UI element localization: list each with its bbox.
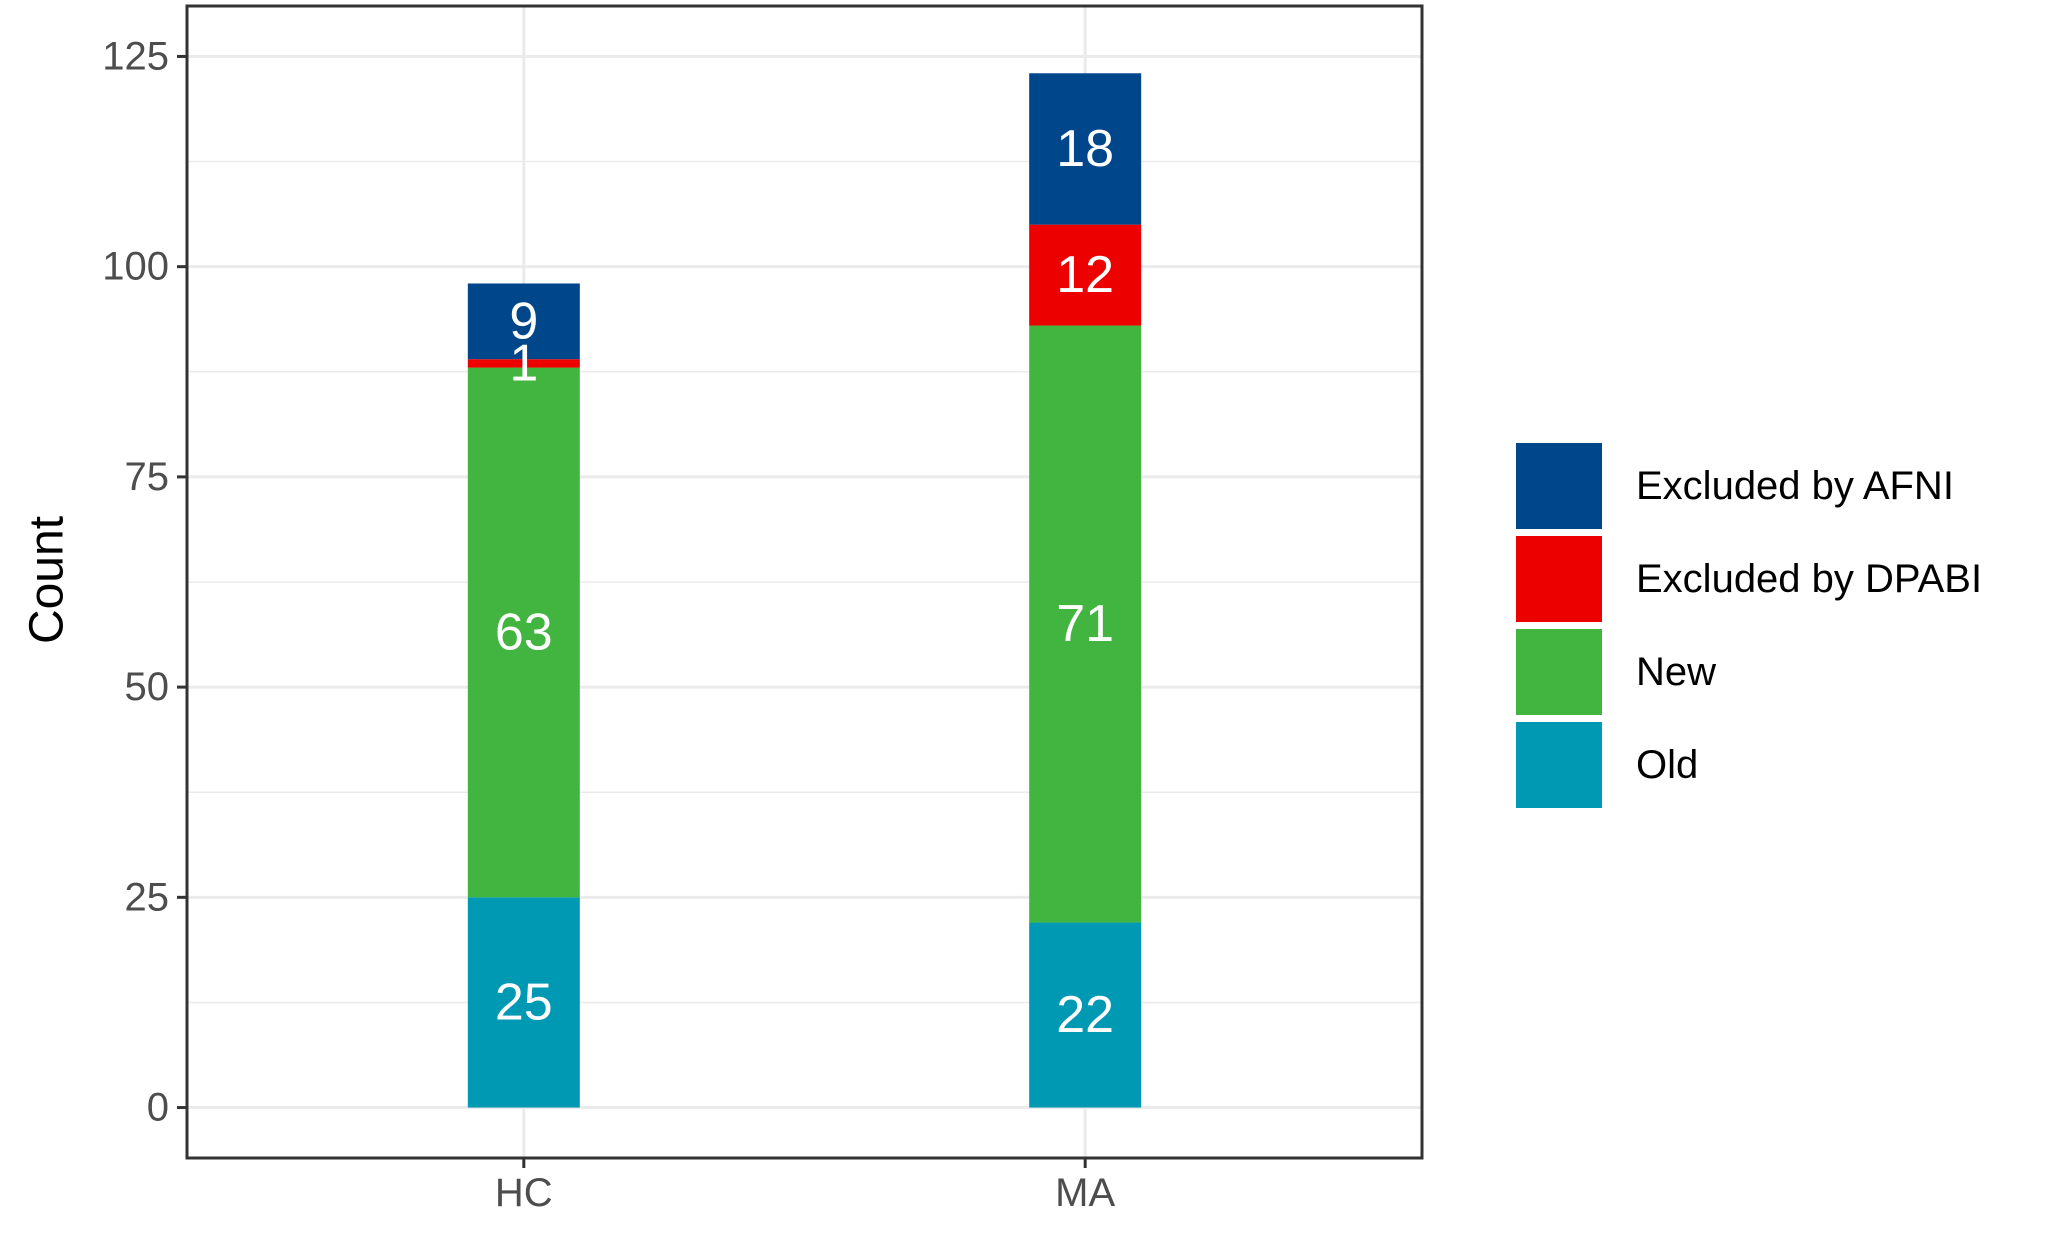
bar-segment — [1029, 73, 1142, 225]
x-tick-label: HC — [495, 1171, 553, 1215]
data-labels-layer: 25 63 19 22 71 12 18 — [495, 120, 1114, 1044]
legend-key — [1516, 722, 1602, 808]
bar-segment — [1029, 922, 1142, 1108]
legend-label: Old — [1636, 743, 1698, 787]
legend-key — [1516, 443, 1602, 529]
y-tick-label: 25 — [125, 875, 170, 919]
y-tick-label: 125 — [102, 34, 169, 78]
y-tick-label: 0 — [147, 1086, 169, 1130]
panel-border — [185, 4, 1424, 1160]
bar-segment — [467, 897, 580, 1108]
y-tick-label: 50 — [125, 665, 170, 709]
data-label: 1 — [509, 334, 538, 392]
bar-segment — [467, 359, 580, 368]
bar-segment — [1029, 325, 1142, 923]
legend: Excluded by AFNI Excluded by DPABI New Old — [1516, 443, 1982, 808]
grid-layer — [187, 6, 1422, 1158]
legend-key — [1516, 629, 1602, 715]
legend-label: New — [1636, 650, 1716, 694]
legend-label: Excluded by DPABI — [1636, 557, 1982, 601]
data-label: 63 — [495, 603, 553, 661]
x-tick-label: MA — [1055, 1171, 1115, 1215]
data-label: 71 — [1056, 595, 1114, 653]
data-label: 25 — [495, 973, 553, 1031]
data-label: 18 — [1056, 120, 1114, 178]
bars-layer — [467, 73, 1142, 1108]
bar-segment — [1029, 224, 1142, 326]
data-label: 9 — [509, 292, 538, 350]
legend-key — [1516, 536, 1602, 622]
y-axis-title: Count — [21, 516, 74, 644]
bar-segment — [467, 367, 580, 898]
data-label: 12 — [1056, 246, 1114, 304]
legend-label: Excluded by AFNI — [1636, 464, 1954, 508]
y-tick-label: 100 — [102, 245, 169, 289]
bar-segment — [467, 283, 580, 360]
data-label: 22 — [1056, 986, 1114, 1044]
y-tick-label: 75 — [125, 455, 170, 499]
